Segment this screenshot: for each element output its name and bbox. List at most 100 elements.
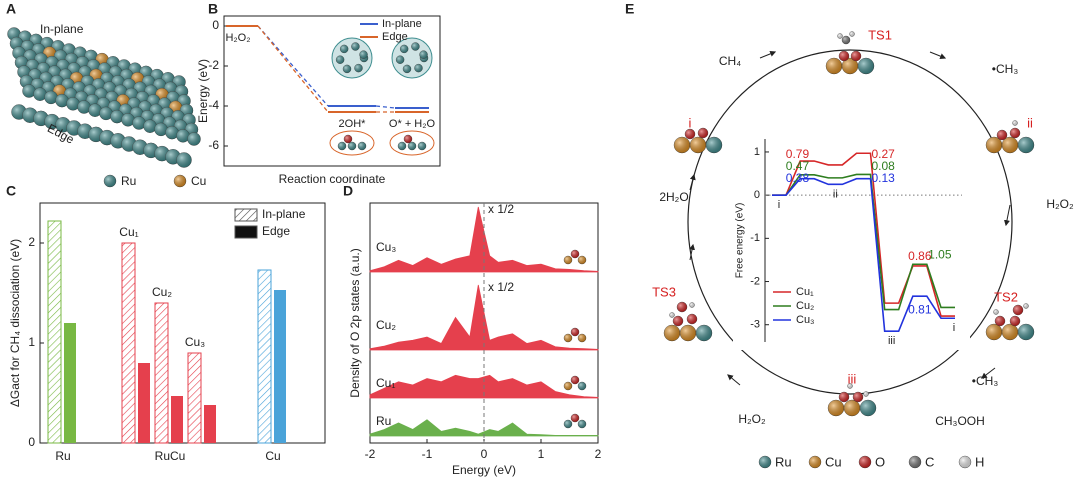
bar: [154, 302, 169, 444]
state-label: i: [689, 115, 692, 130]
atom-shade: [669, 312, 675, 318]
y-tick-label: -6: [208, 138, 219, 152]
x-tick-label: RuCu: [155, 449, 186, 463]
atom-shade: [858, 58, 874, 74]
atom-shade: [398, 142, 406, 150]
atom-shade: [1010, 316, 1020, 326]
cycle-arrow: [759, 50, 777, 59]
atom-shade: [993, 309, 999, 315]
x-axis-label: Reaction coordinate: [279, 172, 386, 186]
atom-shade: [99, 106, 113, 120]
x-tick-label: 2: [595, 447, 602, 461]
atom-shade: [680, 325, 696, 341]
atom-shade: [997, 130, 1007, 140]
bar: [187, 352, 202, 444]
atom-shade: [132, 116, 146, 130]
atom-shade: [687, 314, 697, 324]
state-label: ii: [833, 188, 838, 200]
atom-shade: [578, 382, 586, 390]
atom-shade: [176, 129, 190, 143]
atom-shade: [354, 64, 363, 73]
state-label: i: [953, 322, 955, 334]
cycle-arrow: [1003, 204, 1011, 227]
x-tick-label: -2: [365, 447, 376, 461]
atom-shade: [187, 132, 201, 146]
state-label: i: [778, 199, 780, 211]
cycle-arrow: [981, 367, 996, 379]
atom-shade: [344, 135, 352, 143]
atom-shade: [1002, 137, 1018, 153]
atom-shade: [411, 42, 420, 51]
atom-shade: [689, 302, 695, 308]
atom-shade: [860, 400, 876, 416]
legend-label: H: [975, 454, 984, 469]
state-label: iii: [848, 371, 857, 386]
structure-outline: [389, 130, 435, 156]
bar: [47, 220, 62, 444]
legend-label: In-plane: [262, 207, 306, 221]
barrier-label: 1.05: [928, 247, 952, 261]
atom-shade: [986, 137, 1002, 153]
atom-shade: [578, 256, 586, 264]
row-label: Cu₁: [376, 376, 395, 390]
state-label: TS3: [652, 284, 676, 299]
atom-shade: [418, 142, 426, 150]
legend-label: Cu₁: [796, 286, 814, 298]
atom-shade: [673, 316, 683, 326]
atom-shade: [564, 334, 572, 342]
energy-profile: [772, 177, 955, 333]
atom-shade: [396, 55, 405, 64]
bar: [121, 242, 136, 444]
row-label: Ru: [376, 414, 391, 428]
barrier-label: 0.81: [908, 302, 932, 316]
state-label: TS2: [994, 289, 1018, 304]
atom-shade: [859, 456, 871, 468]
legend-swatch: [234, 208, 258, 222]
atom-shade: [564, 420, 572, 428]
atom-shade: [104, 175, 116, 187]
barrier-label: 0.13: [872, 171, 896, 185]
atom-shade: [44, 90, 58, 104]
legend-label: Ru: [121, 174, 136, 188]
atom-shade: [1023, 303, 1029, 309]
atom-shade: [340, 44, 349, 53]
atom-shade: [403, 64, 412, 73]
atom-shade: [1002, 324, 1018, 340]
y-axis-label: Free energy (eV): [735, 203, 746, 279]
atom-shade: [578, 334, 586, 342]
atom-shade: [1013, 305, 1023, 315]
panel-label: B: [208, 1, 218, 17]
y-tick-label: 0: [212, 18, 219, 32]
dos-curve: [369, 419, 599, 437]
species-label: H₂O₂: [738, 412, 766, 426]
panel-label: C: [6, 183, 16, 199]
atom-shade: [826, 58, 842, 74]
y-tick-label: -3: [750, 319, 760, 331]
atom-shade: [400, 44, 409, 53]
atom-shade: [571, 328, 579, 336]
state-label: O* + H₂O: [389, 118, 436, 130]
atom-shade: [404, 135, 412, 143]
atom-shade: [674, 137, 690, 153]
panel-label: A: [6, 1, 16, 17]
atom-shade: [828, 400, 844, 416]
barrier-label: 0.38: [786, 171, 810, 185]
y-tick-label: -1: [750, 232, 760, 244]
atom-shade: [121, 113, 135, 127]
cycle-arrow: [689, 243, 696, 261]
atom-shade: [849, 31, 855, 37]
legend-label: Cu₂: [796, 300, 814, 312]
bar: [257, 269, 272, 444]
y-tick-label: 1: [28, 335, 35, 349]
atom-shade: [1018, 137, 1034, 153]
atom-shade: [564, 382, 572, 390]
y-axis-label: Energy (eV): [196, 59, 210, 123]
atom-shade: [22, 84, 36, 98]
state-label: 2OH*: [339, 118, 367, 130]
atom-shade: [419, 50, 428, 59]
x-tick-label: 0: [481, 447, 488, 461]
atom-shade: [706, 137, 722, 153]
scale-note: x 1/2: [488, 280, 514, 294]
legend-label: Cu₃: [796, 314, 815, 326]
energy-profile: [772, 173, 955, 311]
